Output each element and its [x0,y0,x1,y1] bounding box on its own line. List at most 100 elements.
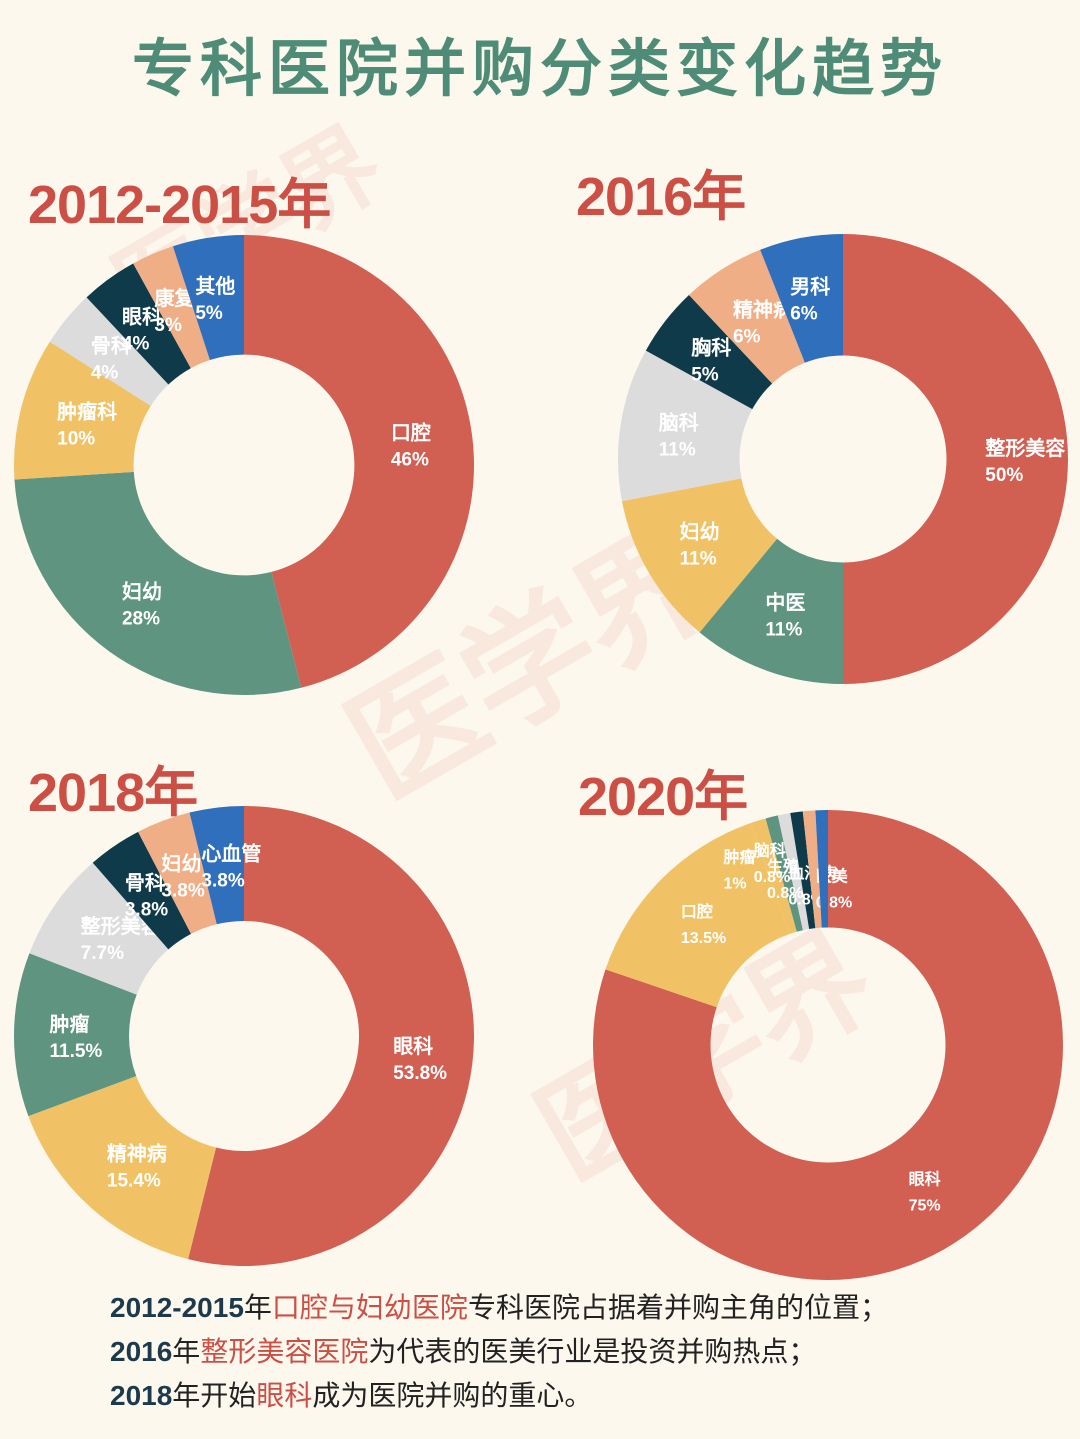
slice-血液病 [790,811,816,930]
slice-category-label: 脑科 [659,410,699,434]
slice-value-label: 3% [154,315,182,336]
slice-整形美容 [29,862,169,995]
slice-category-label: 妇幼 [161,851,201,875]
summary-text: 2012-2015年口腔与妇幼医院专科医院占据着并购主角的位置； 2016年整形… [110,1286,1070,1418]
summary-year: 2016 [110,1336,173,1367]
slice-category-label: 整形美容 [984,436,1065,460]
slice-label: 其他 5% [195,274,235,324]
slice-label: 眼科 75% [909,1169,941,1214]
slice-value-label: 13.5% [681,930,726,947]
slice-脑科 [618,350,753,502]
slice-value-label: 11% [680,549,717,570]
slice-value-label: 0.8% [767,885,803,902]
slice-label: 男科 6% [790,275,830,325]
slice-value-label: 6% [790,304,818,325]
slice-value-label: 75% [909,1197,941,1214]
slice-category-label: 男科 [790,275,830,299]
slice-骨科 [92,831,192,950]
slice-category-label: 妇幼 [680,520,720,544]
slice-value-label: 46% [391,450,429,471]
summary-line-1: 2012-2015年口腔与妇幼医院专科医院占据着并购主角的位置； [110,1291,888,1324]
slice-category-label: 其他 [195,274,235,298]
slice-精神病 [28,1076,217,1260]
slice-value-label: 53.8% [393,1063,447,1084]
chart-title-2016: 2016年 [576,167,746,227]
slice-肿瘤 [750,818,797,935]
slice-value-label: 4% [91,363,119,384]
slice-label: 生殖 0.8% [767,857,803,902]
slice-value-label: 3.8% [161,880,204,901]
slice-label: 妇幼 11% [680,520,720,570]
slice-value-label: 11% [765,620,802,641]
slice-口腔 [605,823,790,1008]
donut-chart-2020: 眼科75%口腔13.5%肿瘤1%脑科0.8%生殖0.8%血液病0.8%医美0.8… [593,810,1063,1280]
summary-year: 2018 [110,1380,173,1411]
slice-label: 妇幼 3.8% [161,851,204,901]
chart-title-2020: 2020年 [578,767,748,827]
slice-label: 心血管 3.8% [201,842,261,892]
slice-label: 脑科 11% [659,410,699,460]
slice-精神病 [688,249,805,384]
slice-value-label: 5% [195,303,223,324]
chart-title-2018: 2018年 [28,763,198,823]
slice-肿瘤科 [14,341,151,480]
slice-category-label: 生殖 [767,857,799,876]
slice-label: 口腔 13.5% [681,902,726,947]
slice-value-label: 10% [57,429,95,450]
slice-value-label: 7.7% [81,943,124,964]
slice-value-label: 5% [691,364,719,385]
slice-category-label: 口腔 [391,421,431,445]
slice-口腔 [244,235,474,688]
slice-value-label: 3.8% [125,899,168,920]
slice-category-label: 精神病 [107,1142,167,1166]
slice-category-label: 口腔 [681,902,713,921]
slice-category-label: 骨科 [125,870,165,894]
slice-value-label: 11.5% [50,1041,103,1062]
slice-中医 [699,538,843,684]
slice-value-label: 28% [122,609,160,630]
slice-心血管 [189,806,244,925]
slice-label: 中医 11% [765,591,805,641]
slice-value-label: 6% [733,326,761,347]
slice-脑科 [765,815,803,932]
slice-label: 精神病 15.4% [107,1142,167,1192]
slice-label: 肿瘤 1% [724,848,756,893]
slice-眼科 [593,810,1063,1280]
slice-生殖 [777,813,810,931]
slice-category-label: 脑科 [754,841,786,860]
slice-category-label: 肿瘤科 [57,400,117,424]
slice-value-label: 0.8% [754,869,790,886]
slice-label: 康复3% [154,286,195,336]
slice-其他 [172,235,244,361]
page-title: 专科医院并购分类变化趋势 [131,32,948,105]
slice-value-label: 11% [659,439,696,460]
slice-category-label: 眼科 [909,1169,941,1188]
slice-label: 骨科 3.8% [125,870,168,920]
slice-label: 整形美容 50% [984,436,1065,486]
slice-category-label: 骨科 [91,334,131,358]
slice-label: 眼科 53.8% [393,1034,447,1084]
summary-year: 2012-2015 [110,1292,244,1323]
slice-value-label: 3.8% [201,871,244,892]
slice-妇幼 [138,812,217,934]
summary-highlight: 眼科 [256,1379,313,1412]
slice-label: 妇幼 28% [122,580,162,630]
slice-category-label: 肿瘤 [50,1012,90,1036]
slice-男科 [760,234,843,363]
slice-category-label: 眼科 [122,304,162,328]
slice-肿瘤 [13,953,137,1117]
slice-label: 脑科 0.8% [754,841,790,886]
slice-妇幼 [621,478,778,633]
summary-line-3: 2018年开始眼科成为医院并购的重心。 [110,1379,593,1412]
slice-other [815,810,828,928]
slice-label: 肿瘤 11.5% [50,1012,103,1062]
slice-康复 [133,246,210,369]
slice-category-label: 眼科 [393,1034,433,1058]
chart-title-2012-2015: 2012-2015年 [28,175,331,235]
slice-label: 肿瘤科 10% [57,400,117,450]
slice-category-label: 肿瘤 [724,848,756,867]
summary-highlight: 口腔与妇幼医院 [271,1291,468,1324]
slice-眼科 [86,263,191,385]
